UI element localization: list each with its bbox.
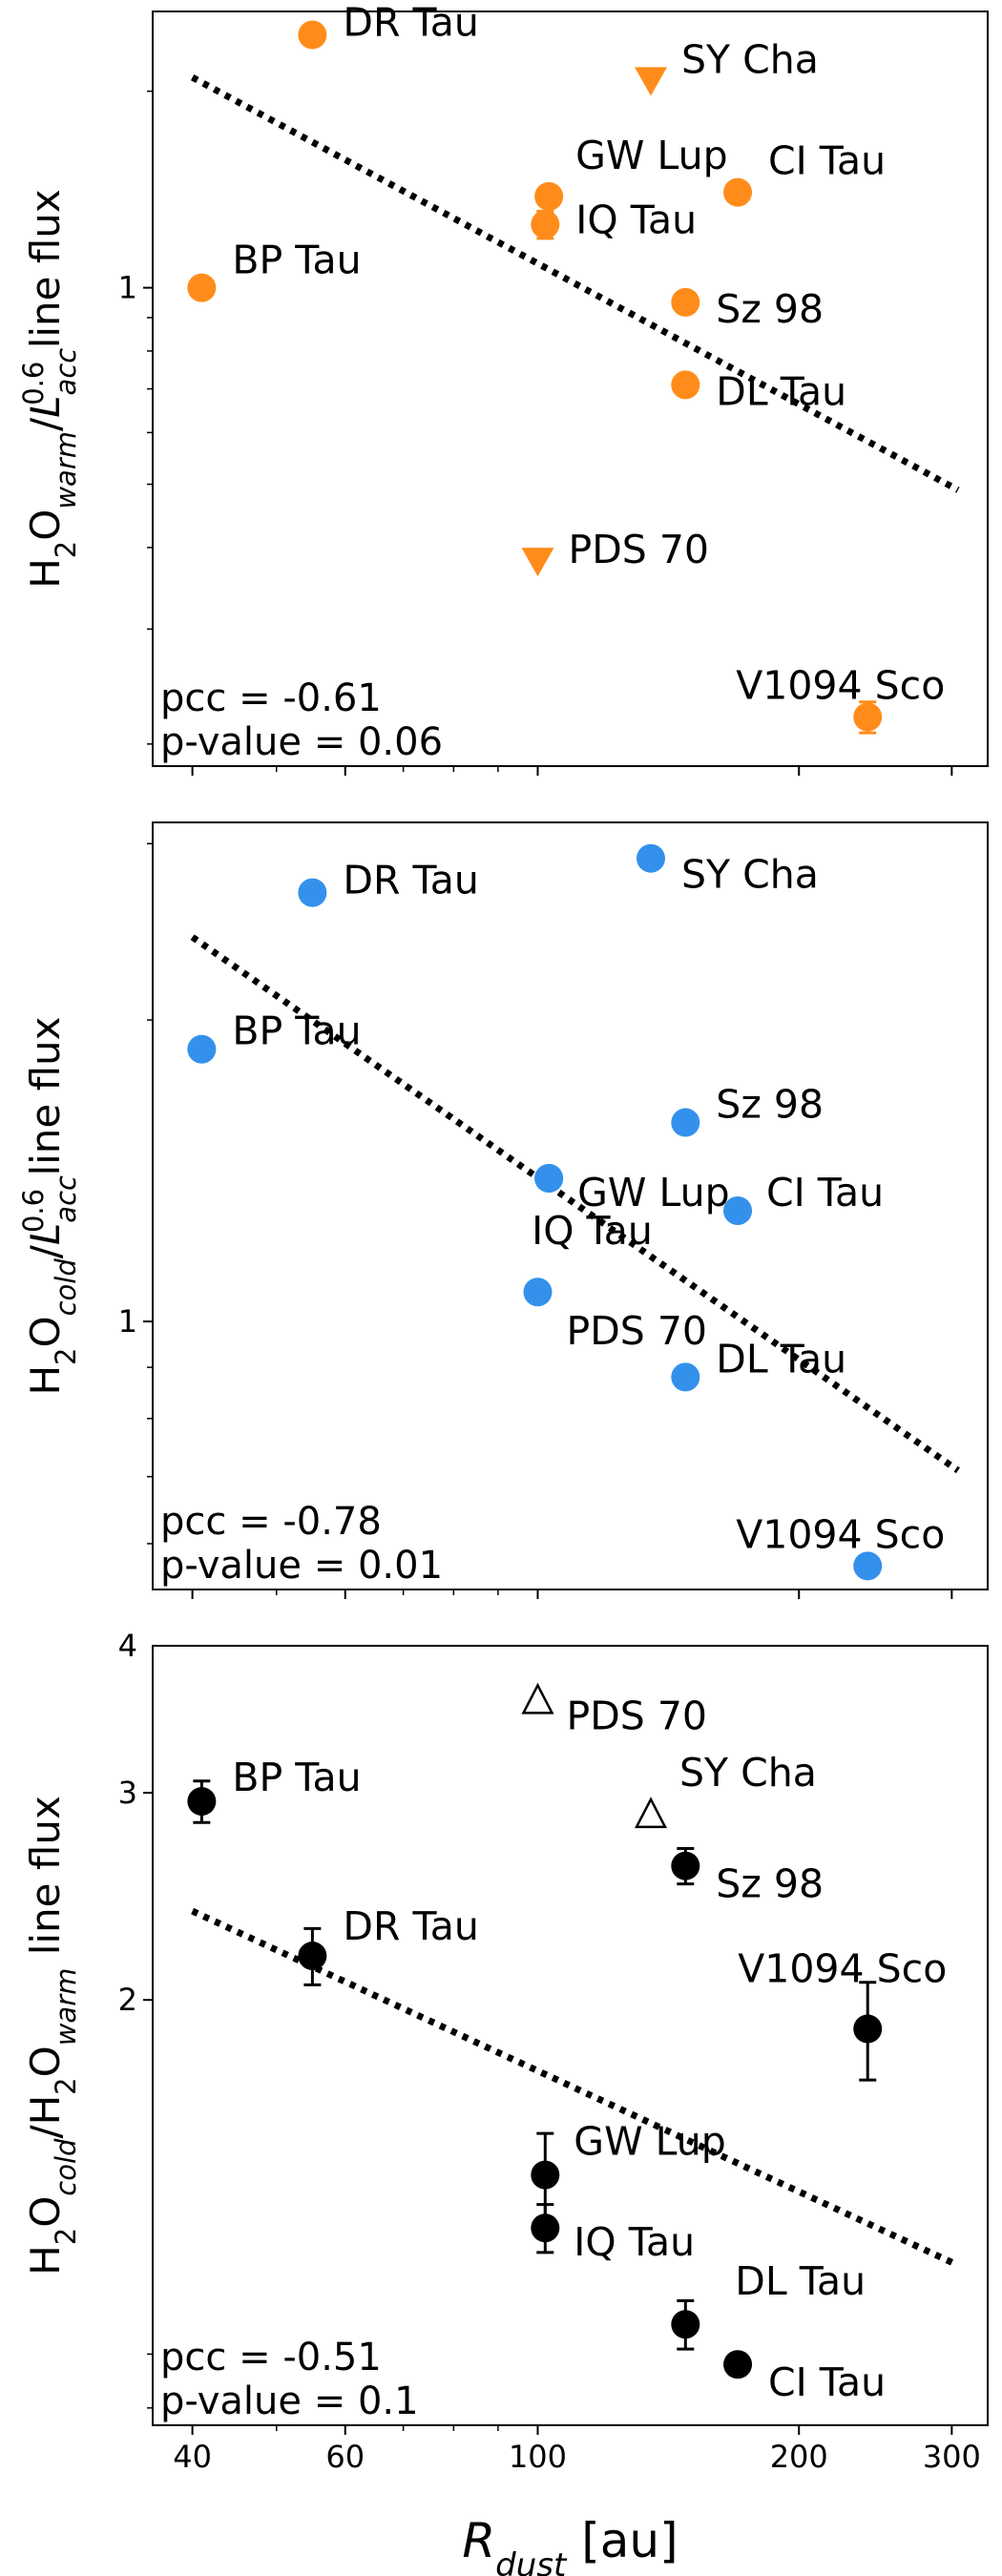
point-sy-cha [635, 67, 668, 96]
point-v1094-sco [853, 1551, 883, 1581]
point-dl-tau [671, 1362, 700, 1392]
point-ci-tau [723, 177, 753, 207]
point-pds-70 [523, 1278, 553, 1307]
point-dr-tau [298, 20, 327, 50]
point-pds-70 [521, 548, 554, 577]
y-tick-label: 1 [118, 270, 137, 306]
point-label-v1094-sco: V1094 Sco [738, 1946, 947, 1992]
point-dr-tau [298, 1942, 327, 1971]
point-label-ci-tau: CI Tau [768, 2359, 886, 2405]
axes-frame [152, 1645, 989, 2426]
point-label-dr-tau: DR Tau [343, 858, 478, 904]
y-tick-label: 3 [118, 1775, 137, 1811]
point-dl-tau [671, 2310, 700, 2339]
x-tick-label: 40 [173, 2439, 212, 2475]
point-v1094-sco [853, 2014, 883, 2044]
point-label-dl-tau: DL Tau [716, 1336, 846, 1381]
pcc-text: pcc = -0.51 [160, 2336, 382, 2379]
point-dr-tau [298, 878, 327, 907]
y-tick-label: 2 [118, 1982, 137, 2018]
point-label-ci-tau: CI Tau [766, 1170, 884, 1215]
point-bp-tau [187, 1787, 217, 1817]
point-pds-70 [521, 1682, 554, 1714]
point-label-bp-tau: BP Tau [232, 1008, 361, 1054]
point-label-dl-tau: DL Tau [735, 2258, 866, 2304]
point-label-sz-98: Sz 98 [716, 1861, 824, 1907]
point-label-bp-tau: BP Tau [232, 238, 361, 283]
point-label-bp-tau: BP Tau [232, 1755, 361, 1800]
point-label-pds-70: PDS 70 [566, 1308, 707, 1354]
p-value-text: p-value = 0.01 [160, 1544, 443, 1588]
point-label-pds-70: PDS 70 [568, 527, 709, 572]
point-sz-98 [671, 1108, 700, 1137]
x-tick-label: 100 [509, 2439, 567, 2475]
fit-line [191, 1907, 960, 2269]
x-tick-label: 60 [325, 2439, 365, 2475]
point-label-iq-tau: IQ Tau [574, 2219, 695, 2265]
panel-1: 1 H2Owarm/Lacc0.6 line flux DR Tau SY Cha GW… [17, 0, 989, 776]
point-gw-lup [534, 181, 564, 211]
point-label-gw-lup: GW Lup [575, 133, 727, 178]
point-label-pds-70: PDS 70 [566, 1693, 707, 1738]
p-value-text: p-value = 0.1 [160, 2379, 419, 2423]
x-tick-label: 300 [923, 2439, 981, 2475]
point-label-sy-cha: SY Cha [681, 852, 819, 898]
point-label-ci-tau: CI Tau [768, 138, 886, 184]
point-label-dr-tau: DR Tau [343, 1903, 478, 1949]
pcc-text: pcc = -0.61 [160, 676, 382, 720]
axes-frame [152, 821, 989, 1590]
point-label-sy-cha: SY Cha [679, 1750, 817, 1796]
point-label-sy-cha: SY Cha [681, 36, 819, 82]
point-bp-tau [187, 273, 217, 302]
point-sy-cha [634, 1797, 668, 1829]
point-label-iq-tau: IQ Tau [532, 1208, 653, 1254]
y-axis-label: H2Owarm/Lacc0.6 line flux [17, 189, 82, 589]
point-label-gw-lup: GW Lup [574, 2119, 725, 2165]
point-v1094-sco [853, 702, 883, 732]
pcc-text: pcc = -0.78 [160, 1500, 382, 1544]
point-iq-tau [534, 1163, 564, 1193]
x-tick-label: 200 [770, 2439, 828, 2475]
point-ci-tau [723, 1195, 753, 1225]
x-axis-label: Rdust [au] [462, 2513, 678, 2576]
y-tick-label: 4 [118, 1628, 137, 1664]
panel-3: 2 3 4 H2Ocold/H2Owarm line flux PDS 70 BP Tau… [22, 1628, 989, 2576]
point-sy-cha [637, 843, 666, 873]
point-ci-tau [723, 2350, 753, 2379]
point-label-dr-tau: DR Tau [343, 0, 478, 46]
point-label-iq-tau: IQ Tau [575, 197, 697, 242]
axes-frame [152, 10, 989, 767]
point-label-v1094-sco: V1094 Sco [736, 1511, 945, 1557]
point-iq-tau [531, 210, 560, 239]
point-label-v1094-sco: V1094 Sco [736, 663, 945, 709]
y-axis-label: H2Ocold/H2Owarm line flux [22, 1796, 82, 2275]
point-label-sz-98: Sz 98 [716, 1082, 824, 1128]
point-bp-tau [187, 1034, 217, 1064]
point-label-dl-tau: DL Tau [716, 368, 846, 414]
p-value-text: p-value = 0.06 [160, 720, 443, 764]
point-gw-lup [531, 2160, 560, 2190]
panel-2: 1 H2Ocold/Lacc0.6 line flux SY Cha DR Tau BP… [17, 821, 989, 1599]
point-iq-tau [531, 2213, 560, 2243]
point-sz-98 [671, 1851, 700, 1880]
point-sz-98 [671, 287, 700, 317]
fit-line [190, 74, 960, 493]
y-tick-label: 1 [118, 1303, 137, 1340]
point-dl-tau [671, 370, 700, 400]
point-label-gw-lup: GW Lup [577, 1170, 729, 1215]
point-label-sz-98: Sz 98 [716, 286, 824, 332]
y-axis-label: H2Ocold/Lacc0.6 line flux [17, 1016, 82, 1395]
